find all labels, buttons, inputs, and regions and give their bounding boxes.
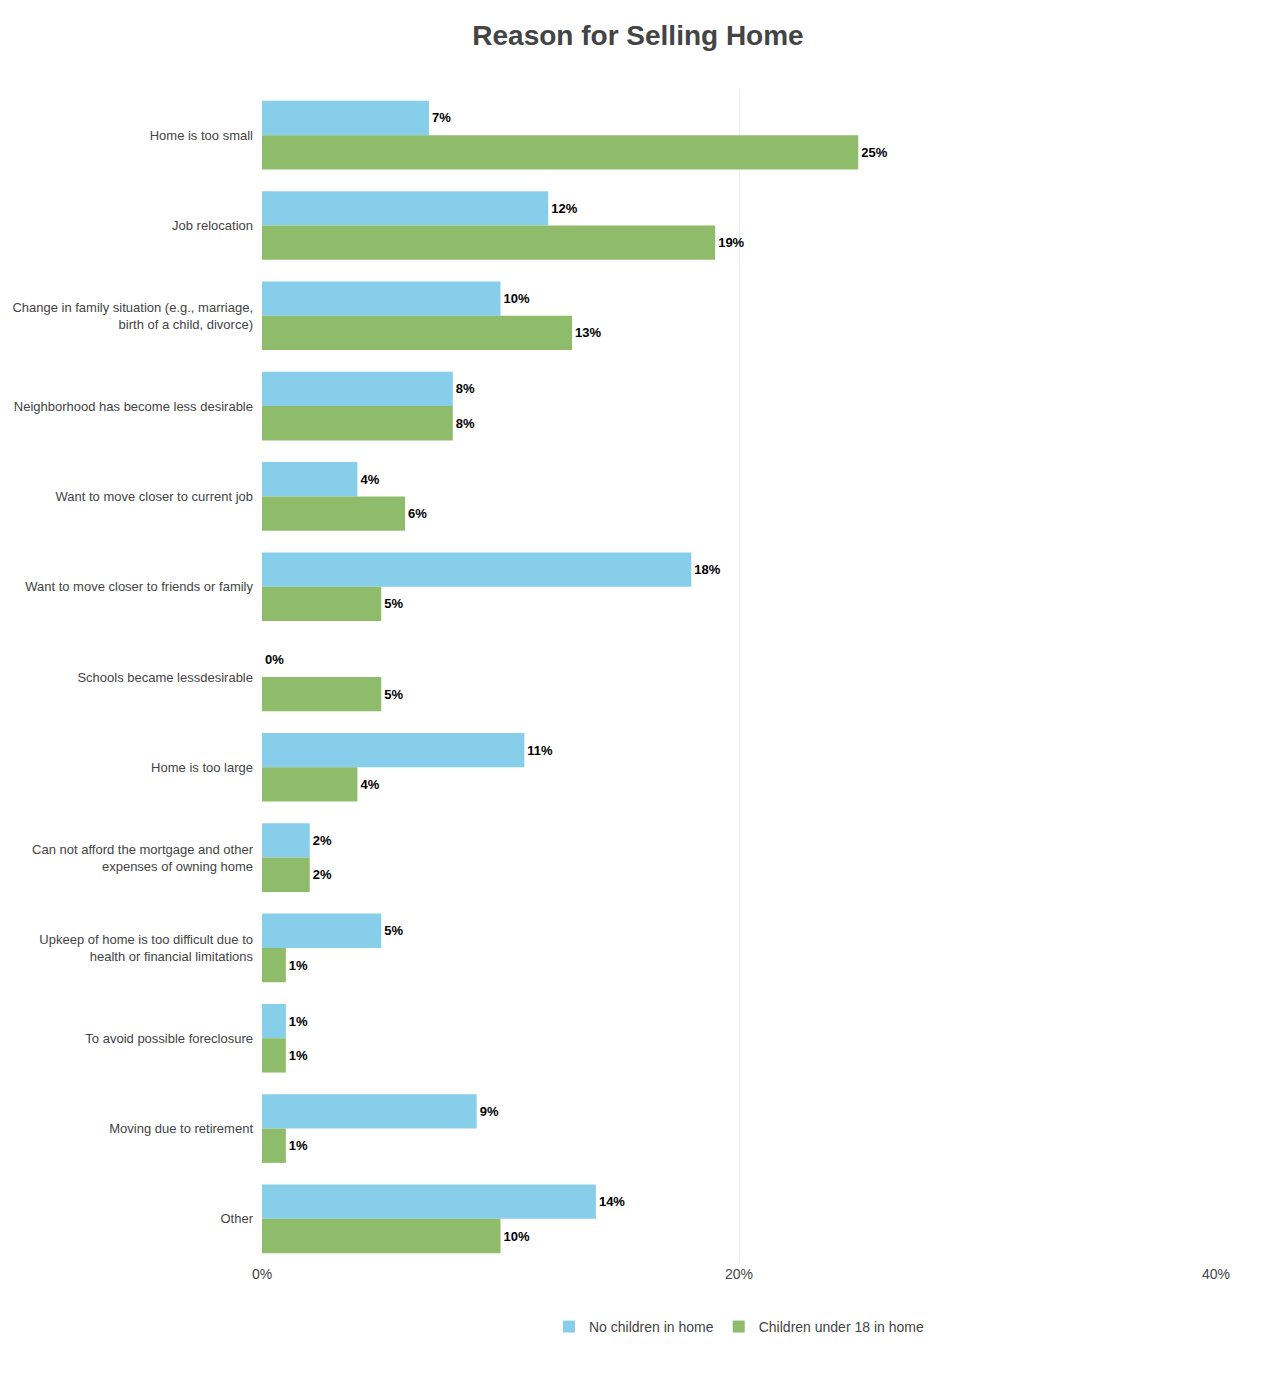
svg-text:Home is too small: Home is too small [150, 128, 253, 143]
svg-text:1%: 1% [289, 1014, 308, 1029]
svg-text:Change in family situation (e.: Change in family situation (e.g., marria… [12, 300, 253, 332]
svg-text:40%: 40% [1202, 1266, 1230, 1282]
svg-text:1%: 1% [289, 1048, 308, 1063]
svg-text:8%: 8% [456, 416, 475, 431]
svg-text:0%: 0% [265, 652, 284, 667]
svg-text:7%: 7% [432, 110, 451, 125]
svg-text:5%: 5% [384, 596, 403, 611]
svg-text:To avoid possible foreclosure: To avoid possible foreclosure [85, 1031, 253, 1046]
svg-text:0%: 0% [252, 1266, 272, 1282]
svg-text:19%: 19% [718, 235, 744, 250]
svg-text:13%: 13% [575, 325, 601, 340]
svg-text:1%: 1% [289, 1138, 308, 1153]
svg-text:Can not afford the mortgage an: Can not afford the mortgage and otherexp… [32, 842, 254, 874]
svg-text:Job relocation: Job relocation [172, 218, 253, 233]
svg-text:Home is too large: Home is too large [151, 760, 253, 775]
svg-text:Want to move closer to current: Want to move closer to current job [56, 489, 254, 504]
svg-text:4%: 4% [360, 472, 379, 487]
svg-text:Reason for Selling Home: Reason for Selling Home [472, 20, 803, 51]
svg-text:6%: 6% [408, 506, 427, 521]
svg-text:5%: 5% [384, 687, 403, 702]
svg-text:5%: 5% [384, 923, 403, 938]
svg-text:No children in home: No children in home [589, 1319, 714, 1335]
svg-text:4%: 4% [360, 777, 379, 792]
svg-text:12%: 12% [551, 201, 577, 216]
svg-text:1%: 1% [289, 958, 308, 973]
svg-text:10%: 10% [504, 1229, 530, 1244]
svg-text:20%: 20% [725, 1266, 753, 1282]
svg-text:25%: 25% [861, 145, 887, 160]
svg-text:10%: 10% [504, 291, 530, 306]
svg-text:8%: 8% [456, 381, 475, 396]
svg-text:Other: Other [220, 1211, 253, 1226]
svg-text:Neighborhood has become less d: Neighborhood has become less desirable [14, 399, 253, 414]
svg-text:18%: 18% [694, 562, 720, 577]
svg-text:Schools became lessdesirable: Schools became lessdesirable [77, 670, 253, 685]
svg-text:Upkeep of home is too difficul: Upkeep of home is too difficult due tohe… [39, 932, 253, 964]
svg-text:14%: 14% [599, 1194, 625, 1209]
svg-text:2%: 2% [313, 867, 332, 882]
svg-text:2%: 2% [313, 833, 332, 848]
svg-text:9%: 9% [480, 1104, 499, 1119]
svg-text:11%: 11% [527, 743, 553, 758]
svg-text:Moving due to retirement: Moving due to retirement [109, 1121, 253, 1136]
svg-text:Want to move closer to friends: Want to move closer to friends or family [25, 579, 253, 594]
svg-text:Children under 18 in home: Children under 18 in home [759, 1319, 924, 1335]
